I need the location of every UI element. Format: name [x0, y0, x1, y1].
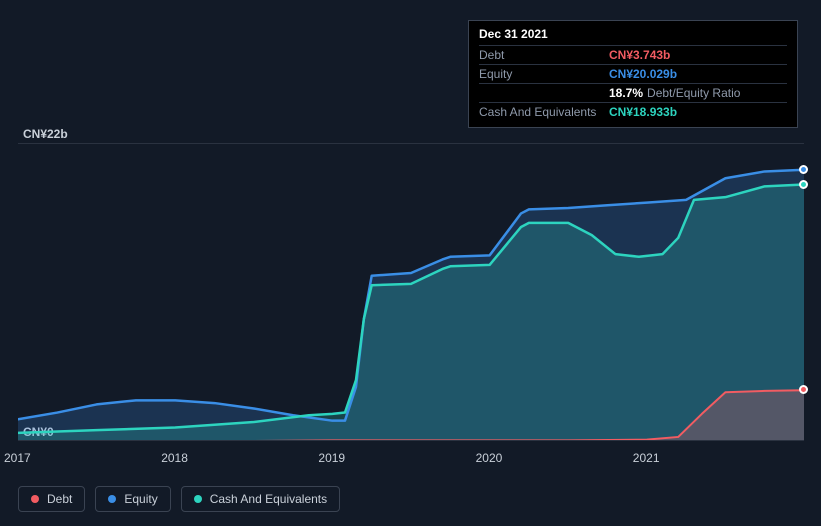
tooltip-row: EquityCN¥20.029b [479, 64, 787, 83]
tooltip-row-value: CN¥3.743b [609, 48, 670, 62]
legend-dot-icon [194, 495, 202, 503]
equity-end-marker [799, 165, 808, 174]
tooltip-row-value: CN¥18.933b [609, 105, 677, 119]
tooltip-row-label: Debt [479, 48, 609, 62]
legend-item-debt[interactable]: Debt [18, 486, 85, 512]
legend-dot-icon [31, 495, 39, 503]
y-axis-max-label: CN¥22b [23, 127, 68, 141]
tooltip-row: 18.7%Debt/Equity Ratio [479, 83, 787, 102]
legend-item-cash[interactable]: Cash And Equivalents [181, 486, 340, 512]
x-axis-tick-label: 2017 [4, 451, 31, 465]
tooltip-row-label: Equity [479, 67, 609, 81]
chart-tooltip: Dec 31 2021 DebtCN¥3.743bEquityCN¥20.029… [468, 20, 798, 128]
legend-label: Cash And Equivalents [210, 492, 327, 506]
chart-svg [18, 143, 804, 441]
cash-end-marker [799, 180, 808, 189]
tooltip-row-label [479, 86, 609, 100]
tooltip-row: DebtCN¥3.743b [479, 45, 787, 64]
tooltip-row-value: 18.7%Debt/Equity Ratio [609, 86, 740, 100]
debt-equity-area-chart [18, 143, 804, 441]
x-axis-tick-label: 2018 [161, 451, 188, 465]
legend-label: Equity [124, 492, 157, 506]
x-axis-tick-label: 2019 [318, 451, 345, 465]
legend-item-equity[interactable]: Equity [95, 486, 170, 512]
legend-dot-icon [108, 495, 116, 503]
chart-legend: Debt Equity Cash And Equivalents [18, 486, 340, 512]
legend-label: Debt [47, 492, 72, 506]
debt-end-marker [799, 385, 808, 394]
tooltip-row: Cash And EquivalentsCN¥18.933b [479, 102, 787, 121]
tooltip-date: Dec 31 2021 [479, 27, 787, 45]
x-axis-tick-label: 2020 [476, 451, 503, 465]
tooltip-row-label: Cash And Equivalents [479, 105, 609, 119]
x-axis-tick-label: 2021 [633, 451, 660, 465]
tooltip-row-value: CN¥20.029b [609, 67, 677, 81]
